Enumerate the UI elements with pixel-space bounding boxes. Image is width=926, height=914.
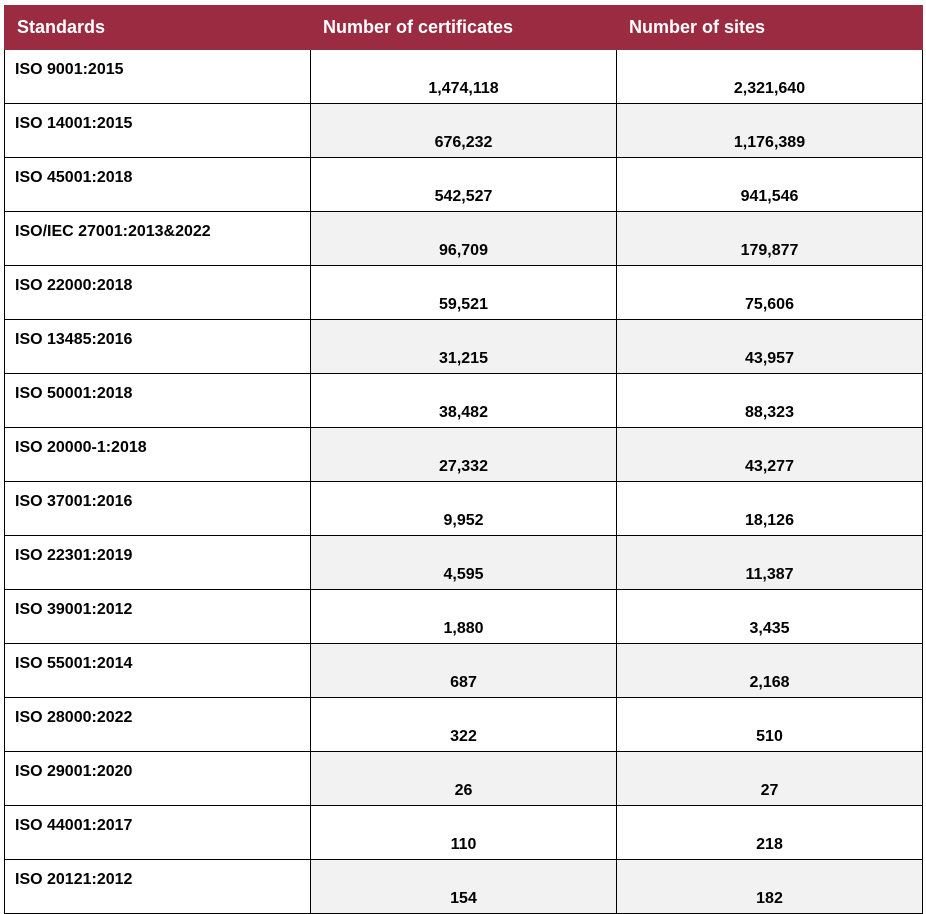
sites-cell: 18,126 [616, 481, 923, 536]
standard-cell: ISO 20000-1:2018 [4, 427, 311, 482]
table-body: ISO 9001:2015 1,474,118 2,321,640 ISO 1400… [4, 49, 923, 914]
standards-table: Standards Number of certificates Number … [4, 5, 923, 914]
certificates-cell: 1,880 [310, 589, 617, 644]
certificates-cell: 27,332 [310, 427, 617, 482]
standard-cell: ISO 22301:2019 [4, 535, 311, 590]
standard-cell: ISO 37001:2016 [4, 481, 311, 536]
standard-cell: ISO 28000:2022 [4, 697, 311, 752]
table-row: ISO 44001:2017 110 218 [4, 805, 923, 860]
standard-cell: ISO 9001:2015 [4, 49, 311, 104]
certificates-cell: 1,474,118 [310, 49, 617, 104]
sites-cell: 218 [616, 805, 923, 860]
table-row: ISO 22301:2019 4,595 11,387 [4, 535, 923, 590]
standard-cell: ISO 45001:2018 [4, 157, 311, 212]
sites-cell: 75,606 [616, 265, 923, 320]
table-row: ISO 29001:2020 26 27 [4, 751, 923, 806]
sites-cell: 27 [616, 751, 923, 806]
standard-cell: ISO/IEC 27001:2013&2022 [4, 211, 311, 266]
certificates-cell: 38,482 [310, 373, 617, 428]
header-certificates: Number of certificates [310, 5, 617, 50]
certificates-cell: 322 [310, 697, 617, 752]
sites-cell: 1,176,389 [616, 103, 923, 158]
table-header-row: Standards Number of certificates Number … [4, 5, 923, 50]
certificates-cell: 31,215 [310, 319, 617, 374]
table-row: ISO 28000:2022 322 510 [4, 697, 923, 752]
standard-cell: ISO 22000:2018 [4, 265, 311, 320]
sites-cell: 88,323 [616, 373, 923, 428]
standard-cell: ISO 14001:2015 [4, 103, 311, 158]
sites-cell: 510 [616, 697, 923, 752]
certificates-cell: 542,527 [310, 157, 617, 212]
sites-cell: 941,546 [616, 157, 923, 212]
certificates-cell: 26 [310, 751, 617, 806]
table-row: ISO/IEC 27001:2013&2022 96,709 179,877 [4, 211, 923, 266]
standard-cell: ISO 44001:2017 [4, 805, 311, 860]
standard-cell: ISO 29001:2020 [4, 751, 311, 806]
header-sites: Number of sites [616, 5, 923, 50]
certificates-cell: 9,952 [310, 481, 617, 536]
table-row: ISO 13485:2016 31,215 43,957 [4, 319, 923, 374]
table-row: ISO 9001:2015 1,474,118 2,321,640 [4, 49, 923, 104]
header-standards: Standards [4, 5, 311, 50]
table-row: ISO 45001:2018 542,527 941,546 [4, 157, 923, 212]
table-row: ISO 20121:2012 154 182 [4, 859, 923, 914]
sites-cell: 2,168 [616, 643, 923, 698]
sites-cell: 43,957 [616, 319, 923, 374]
sites-cell: 182 [616, 859, 923, 914]
table-row: ISO 22000:2018 59,521 75,606 [4, 265, 923, 320]
sites-cell: 43,277 [616, 427, 923, 482]
sites-cell: 2,321,640 [616, 49, 923, 104]
certificates-cell: 110 [310, 805, 617, 860]
certificates-cell: 4,595 [310, 535, 617, 590]
standard-cell: ISO 55001:2014 [4, 643, 311, 698]
standard-cell: ISO 20121:2012 [4, 859, 311, 914]
certificates-cell: 154 [310, 859, 617, 914]
sites-cell: 3,435 [616, 589, 923, 644]
sites-cell: 179,877 [616, 211, 923, 266]
sites-cell: 11,387 [616, 535, 923, 590]
table-row: ISO 39001:2012 1,880 3,435 [4, 589, 923, 644]
table-row: ISO 14001:2015 676,232 1,176,389 [4, 103, 923, 158]
table-row: ISO 55001:2014 687 2,168 [4, 643, 923, 698]
certificates-cell: 59,521 [310, 265, 617, 320]
standard-cell: ISO 39001:2012 [4, 589, 311, 644]
standard-cell: ISO 13485:2016 [4, 319, 311, 374]
certificates-cell: 96,709 [310, 211, 617, 266]
certificates-cell: 676,232 [310, 103, 617, 158]
standard-cell: ISO 50001:2018 [4, 373, 311, 428]
table-row: ISO 37001:2016 9,952 18,126 [4, 481, 923, 536]
table-row: ISO 50001:2018 38,482 88,323 [4, 373, 923, 428]
certificates-cell: 687 [310, 643, 617, 698]
table-row: ISO 20000-1:2018 27,332 43,277 [4, 427, 923, 482]
